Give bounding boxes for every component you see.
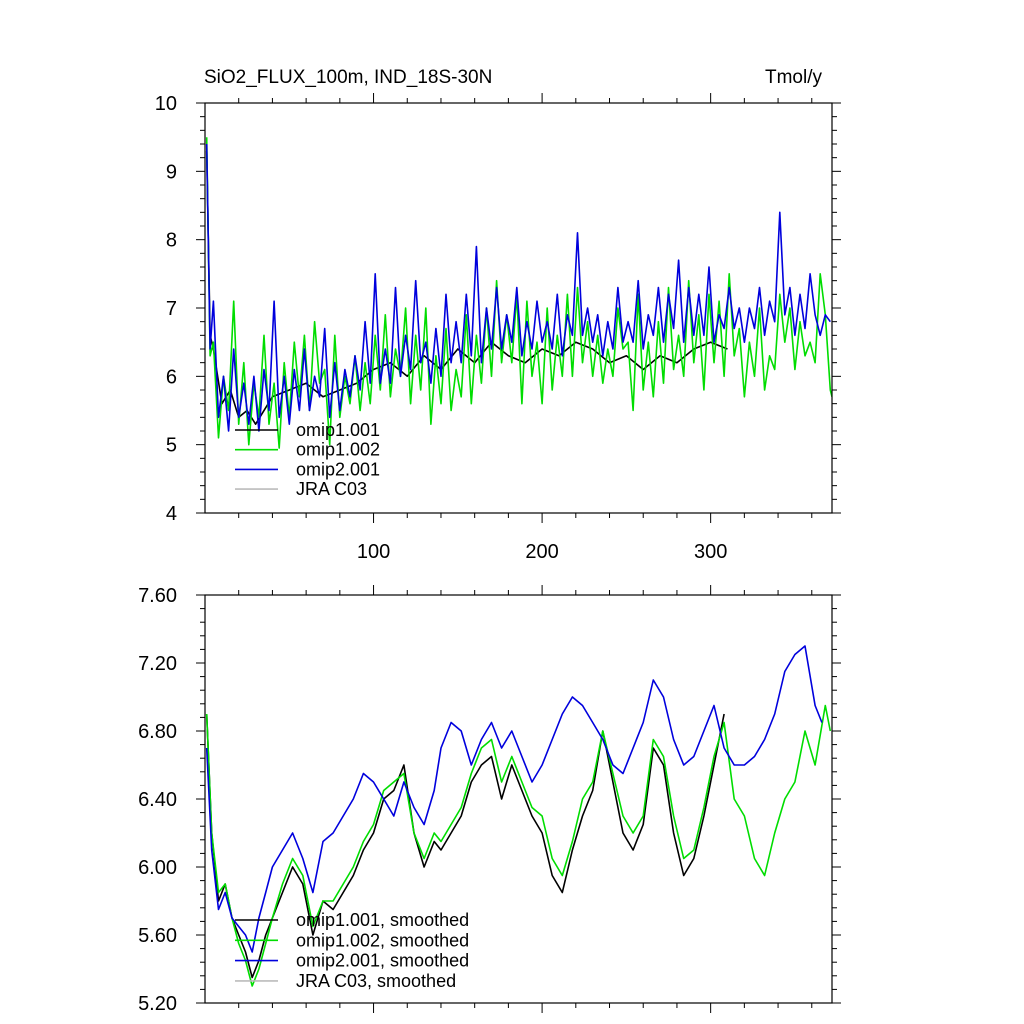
y-tick-label: 9 <box>166 161 177 183</box>
legend-label: omip1.002 <box>296 440 380 460</box>
y-tick-label: 7 <box>166 298 177 320</box>
y-tick-label: 5.60 <box>138 925 177 947</box>
y-tick-label: 7.20 <box>138 653 177 675</box>
series-line-1-0 <box>205 713 725 979</box>
y-tick-label: 7.60 <box>138 585 177 607</box>
series-line-1-2 <box>205 645 823 953</box>
series-line-0-2 <box>205 143 831 432</box>
bottom-plot-panel: 5.20 5.60 6.00 6.40 6.80 7.20 7.60 omip1.001, s… <box>138 585 841 1015</box>
x-tick-label: 200 <box>525 541 558 563</box>
chart-title: SiO2_FLUX_100m, IND_18S-30N <box>204 67 492 88</box>
legend-label: omip1.001 <box>296 420 380 440</box>
legend-label: omip1.001, smoothed <box>296 910 469 930</box>
legend-label: JRA C03 <box>296 479 367 499</box>
legend-label: omip2.001, smoothed <box>296 951 469 971</box>
legend-label: omip2.001 <box>296 459 380 479</box>
x-tick-label: 300 <box>694 541 727 563</box>
series-line-1-1 <box>205 704 832 987</box>
y-tick-label: 6.00 <box>138 857 177 879</box>
y-tick-label: 5.20 <box>138 993 177 1015</box>
y-tick-label: 8 <box>166 230 177 252</box>
y-tick-label: 6.80 <box>138 721 177 743</box>
legend-label: JRA C03, smoothed <box>296 971 456 991</box>
x-tick-label: 100 <box>357 541 390 563</box>
legend-label: omip1.002, smoothed <box>296 930 469 950</box>
top-plot-panel: 4 5 6 7 8 9 10 100 200 300 omip1.001omip1.002omip2… <box>155 93 841 563</box>
y-tick-label: 4 <box>166 503 177 525</box>
y-tick-label: 10 <box>155 93 177 115</box>
y-tick-label: 6 <box>166 366 177 388</box>
y-tick-label: 6.40 <box>138 789 177 811</box>
y-tick-label: 5 <box>166 435 177 457</box>
chart-units: Tmol/y <box>765 67 823 88</box>
